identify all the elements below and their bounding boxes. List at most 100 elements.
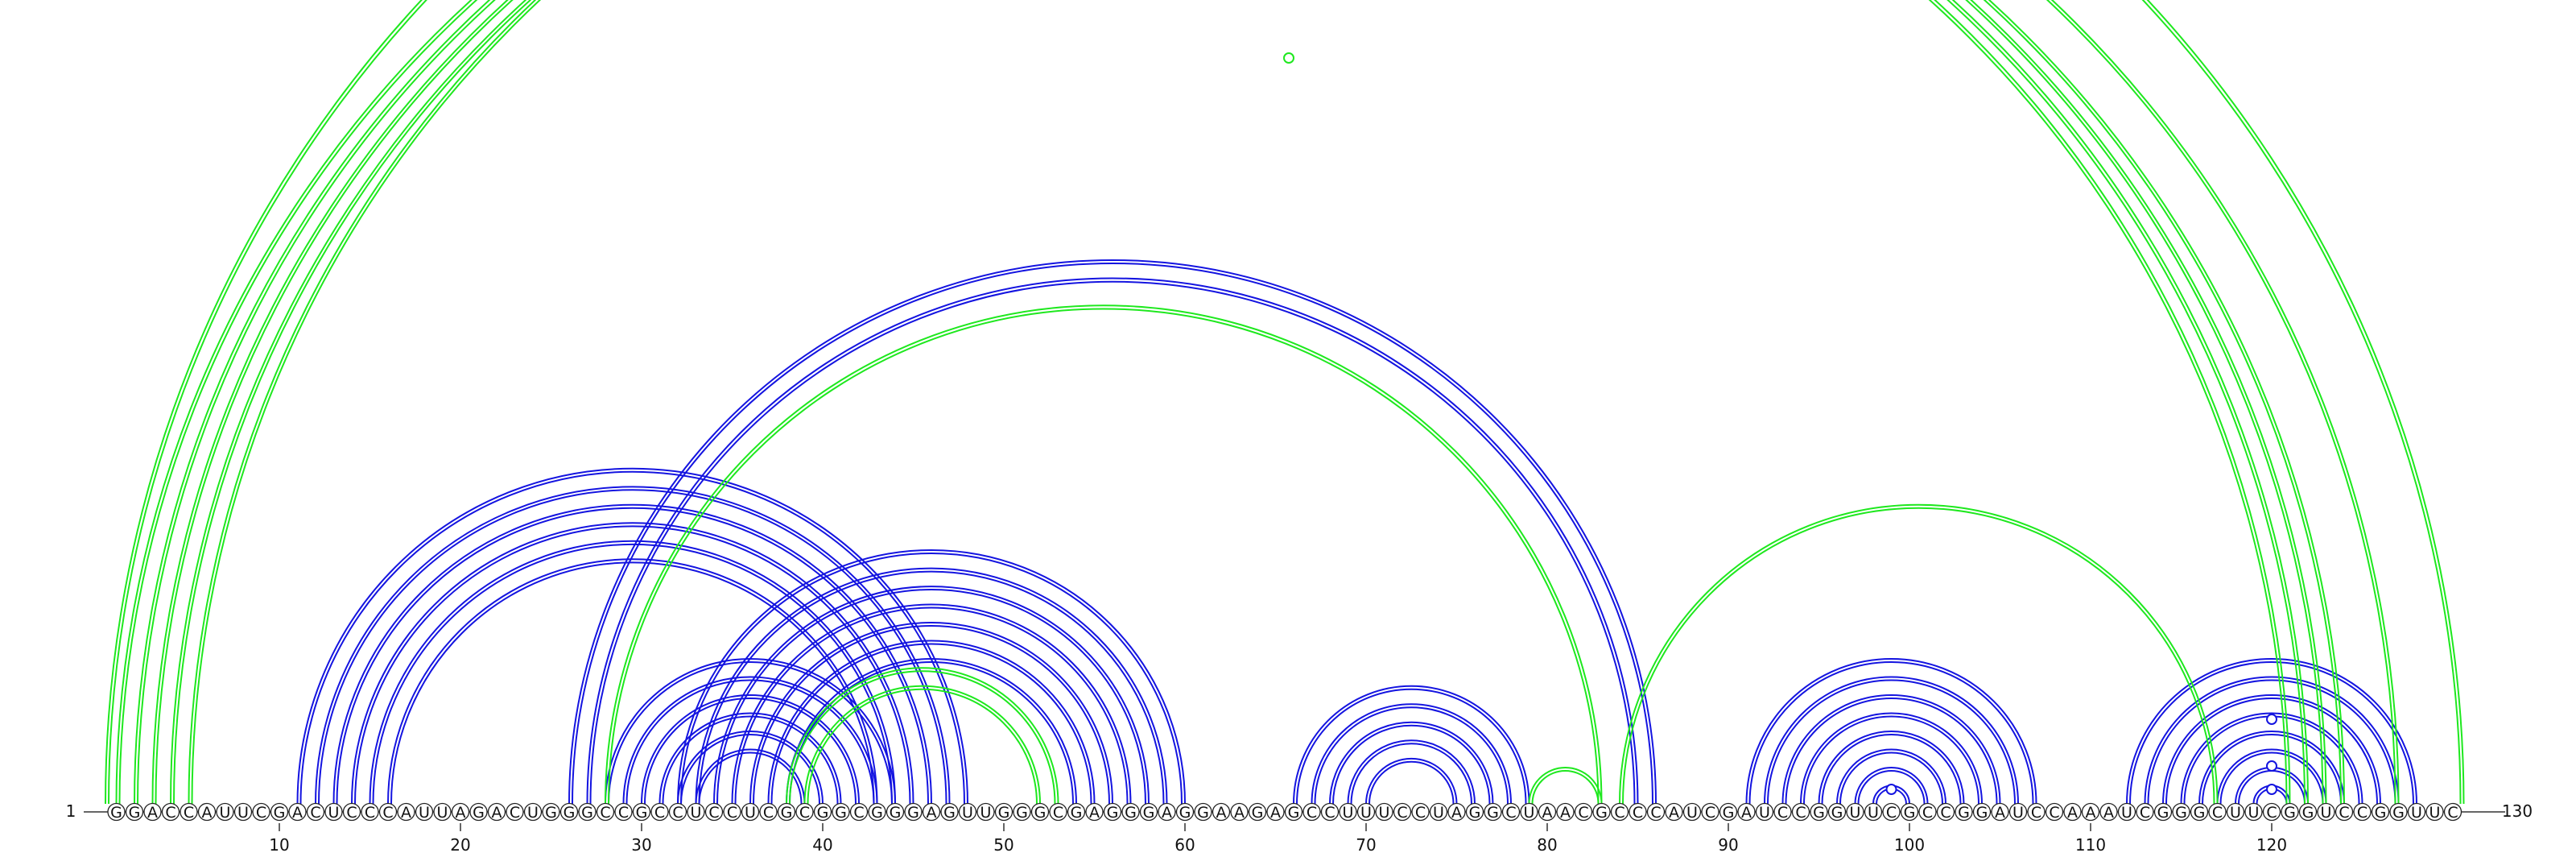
nucleotide-circle — [252, 802, 270, 822]
nucleotide-circle — [1556, 802, 1575, 822]
nucleotide: G — [813, 802, 832, 822]
nucleotide: G — [994, 802, 1013, 822]
tick-label: 120 — [2256, 835, 2287, 855]
tick-label: 110 — [2075, 835, 2106, 855]
nucleotide-letter: A — [1216, 804, 1227, 822]
nucleotide-letter: G — [564, 804, 576, 822]
nucleotide-circle — [1447, 802, 1466, 822]
nucleotide-letter: A — [1162, 804, 1172, 822]
nucleotide-letter: U — [1686, 804, 1698, 822]
nucleotide-letter: C — [618, 804, 629, 822]
nucleotide-letter: C — [763, 804, 774, 822]
nucleotide-letter: U — [1379, 804, 1390, 822]
nucleotide-letter: G — [835, 804, 847, 822]
arc-green-helix-38-53 — [789, 670, 1056, 805]
nucleotide: C — [1646, 802, 1666, 822]
nucleotide-letter: C — [1922, 804, 1933, 822]
arc-blue-helix-91-107 — [1821, 734, 1962, 805]
arc-blue-helix-32-60 — [753, 625, 1110, 805]
nucleotide-letter: G — [2194, 804, 2206, 822]
nucleotide: G — [1248, 802, 1267, 822]
nucleotide-letter: G — [2302, 804, 2314, 822]
nucleotide: A — [1266, 802, 1285, 822]
nucleotide-circle — [1030, 802, 1050, 822]
nucleotide: U — [523, 802, 543, 822]
nucleotide-circle — [1320, 802, 1340, 822]
nucleotide-letter: C — [1705, 804, 1715, 822]
nucleotide: A — [143, 802, 162, 822]
nucleotide-letter: G — [907, 804, 919, 822]
nucleotide-letter: G — [2392, 804, 2405, 822]
nucleotide-letter: C — [853, 804, 864, 822]
nucleotide-letter: A — [202, 804, 213, 822]
nucleotide-letter: C — [2357, 804, 2368, 822]
nucleotide-circle — [1212, 802, 1231, 822]
nucleotide-letter: A — [1669, 804, 1679, 822]
arc-blue-helix-91-107 — [1857, 770, 1926, 805]
nucleotide-letter: C — [2031, 804, 2041, 822]
nucleotide-letter: U — [2013, 804, 2024, 822]
nucleotide-letter: G — [871, 804, 883, 822]
nucleotide: C — [1302, 802, 1321, 822]
arc-blue-helix-66-79 — [1347, 739, 1476, 805]
nucleotide-circle — [632, 802, 651, 822]
nucleotide: C — [668, 802, 687, 822]
nucleotide: U — [216, 802, 234, 822]
tick-label: 50 — [993, 835, 1013, 855]
nucleotide-letter: C — [1324, 804, 1335, 822]
arc-blue-helix-91-107 — [1745, 658, 2037, 805]
arc-blue-helix-91-107 — [1781, 694, 2001, 805]
nucleotide: C — [614, 802, 633, 822]
nucleotide: C — [2136, 802, 2154, 822]
nucleotide-circle — [1972, 802, 1992, 822]
arc-blue-helix-91-107 — [1854, 767, 1929, 805]
nucleotide: C — [2334, 802, 2354, 822]
nucleotide: G — [1955, 802, 1973, 822]
nucleotide-letter: C — [672, 804, 683, 822]
nucleotide: A — [1538, 802, 1557, 822]
nucleotide-letter: A — [1234, 804, 1245, 822]
nucleotide: G — [2153, 802, 2173, 822]
nucleotide-circle — [777, 802, 796, 822]
nucleotide-circle — [433, 802, 452, 822]
arc-blue-helix-66-79 — [1350, 743, 1472, 805]
nucleotide-circle — [2008, 802, 2028, 822]
nucleotide-letter: U — [437, 804, 448, 822]
nucleotide-circle — [180, 802, 198, 822]
nucleotide-letter: G — [1596, 804, 1608, 822]
arc-blue-helix-91-107 — [1839, 751, 1943, 805]
arc-blue-helix-26-86 — [586, 277, 1639, 805]
nucleotide-circle — [2371, 802, 2390, 822]
nucleotide: C — [361, 802, 379, 822]
nucleotide-letter: A — [2086, 804, 2096, 822]
nucleotide-letter: G — [1125, 804, 1137, 822]
nucleotide-circle — [324, 802, 343, 822]
arc-green-outer-helix — [137, 0, 2306, 805]
nucleotide-circle — [2045, 802, 2064, 822]
nucleotide-letter: C — [727, 804, 737, 822]
nucleotide: G — [1194, 802, 1212, 822]
nucleotide-circle — [1103, 802, 1122, 822]
nucleotide-letter: C — [256, 804, 266, 822]
arc-green-outer-helix — [173, 0, 2342, 805]
nucleotide: U — [1846, 802, 1864, 822]
nucleotide: G — [1284, 802, 1303, 822]
nucleotide-circle — [1520, 802, 1538, 822]
nucleotide-letter: G — [1288, 804, 1300, 822]
arc-blue-helix-32-60 — [677, 549, 1186, 805]
nucleotide-circle — [813, 802, 832, 822]
nucleotide-letter: C — [654, 804, 665, 822]
nucleotide-circle — [2443, 802, 2462, 822]
nucleotide: U — [2008, 802, 2028, 822]
nucleotide-circle — [2153, 802, 2173, 822]
nucleotide-letter: U — [2230, 804, 2241, 822]
nucleotide: A — [288, 802, 307, 822]
nucleotide: U — [2226, 802, 2245, 822]
nucleotide-circle — [2172, 802, 2190, 822]
nucleotide-circle — [2099, 802, 2118, 822]
nucleotide-letter: G — [1469, 804, 1481, 822]
nucleotide-letter: U — [745, 804, 756, 822]
nucleotide: U — [1864, 802, 1883, 822]
nucleotide-circle — [1791, 802, 1810, 822]
nucleotide-letter: A — [1995, 804, 2005, 822]
